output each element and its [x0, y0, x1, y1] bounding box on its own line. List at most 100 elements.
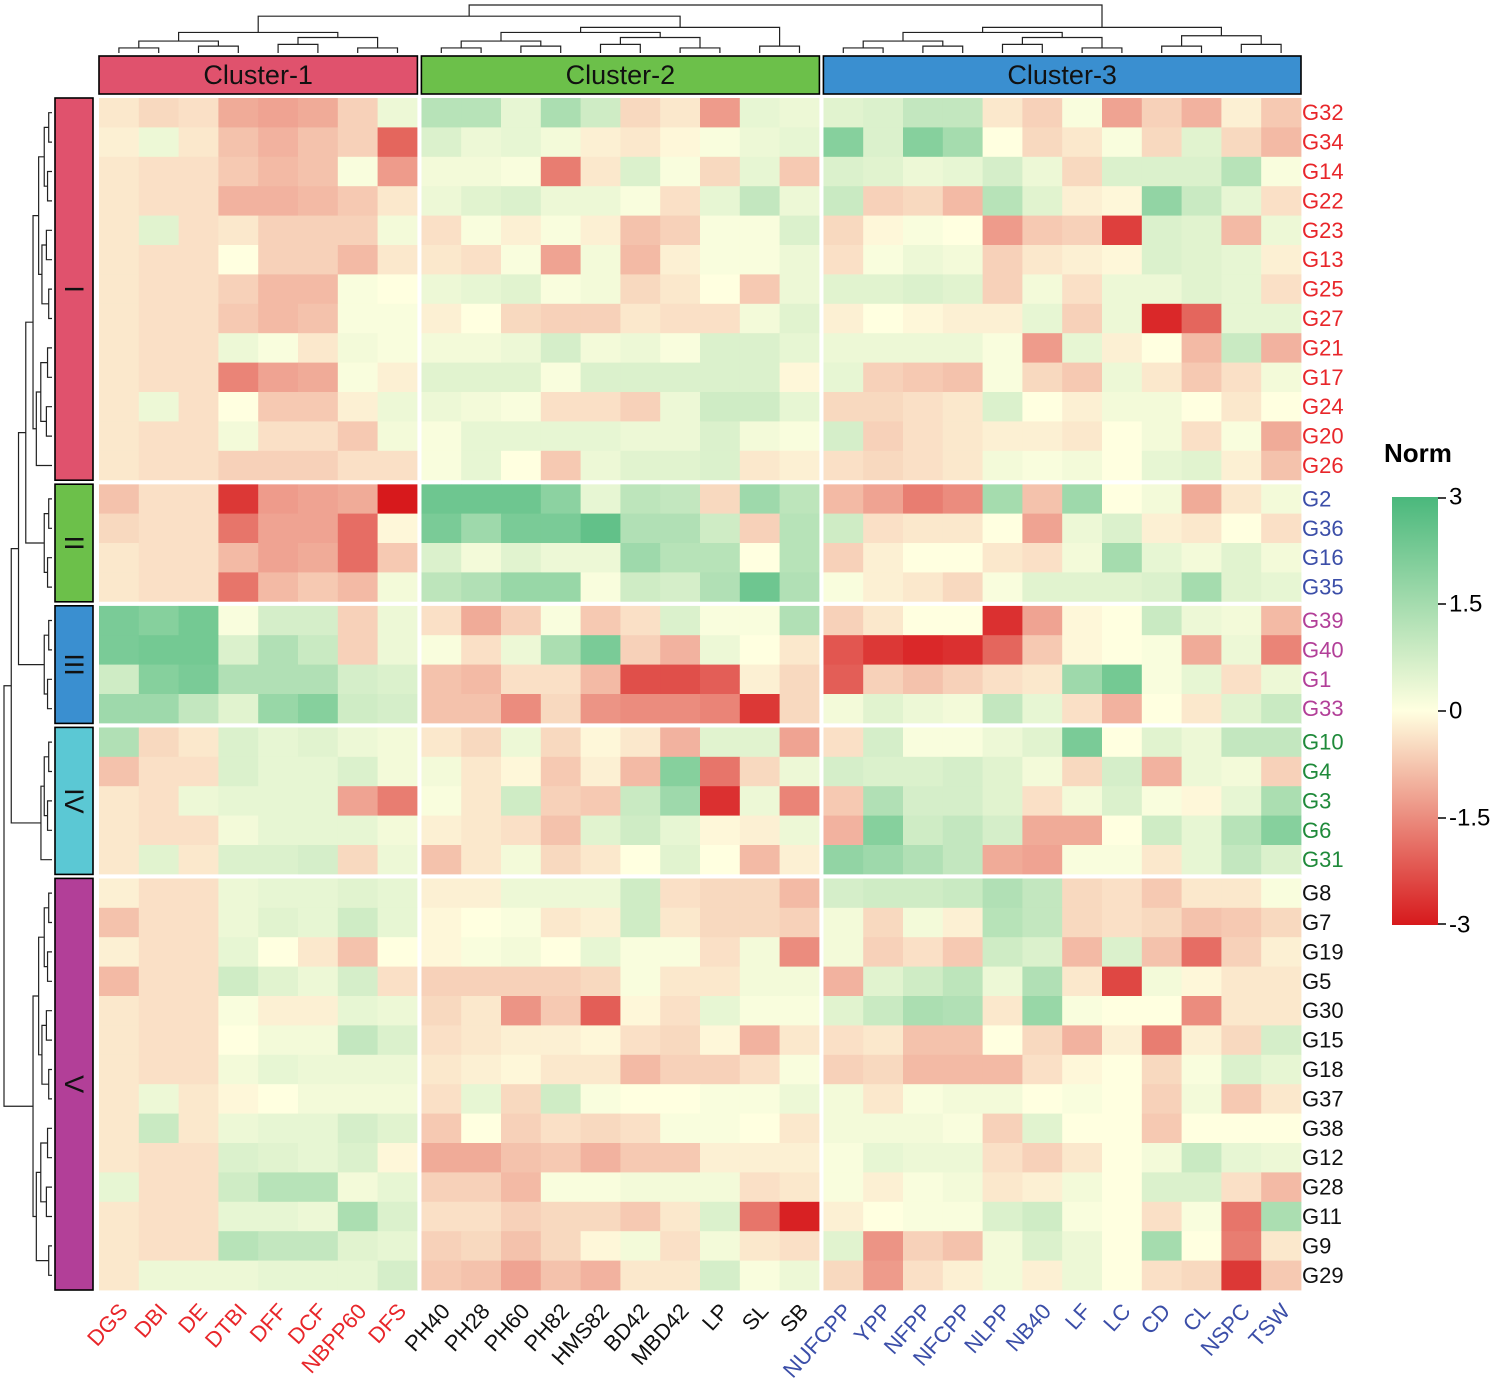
heatmap-cell — [421, 303, 462, 334]
heatmap-cell — [377, 786, 418, 816]
heatmap-cell — [739, 1113, 780, 1144]
heatmap-cell — [1062, 1172, 1103, 1203]
heatmap-cell — [903, 937, 944, 967]
heatmap-cell — [982, 1201, 1023, 1232]
heatmap-cell — [258, 1172, 299, 1203]
heatmap-cell — [421, 664, 462, 695]
heatmap-cell — [540, 421, 581, 452]
heatmap-cell — [298, 1231, 339, 1261]
heatmap-cell — [1181, 484, 1222, 514]
heatmap-cell — [982, 274, 1023, 305]
heatmap-cell — [620, 1172, 661, 1203]
heatmap-cell — [1022, 635, 1063, 665]
heatmap-cell — [620, 1201, 661, 1232]
heatmap-cell — [1221, 1172, 1262, 1203]
heatmap-cell — [1141, 127, 1182, 158]
heatmap-cell — [1221, 362, 1262, 393]
heatmap-cell — [99, 303, 140, 334]
heatmap-cell — [258, 1260, 299, 1291]
heatmap-cell — [1102, 156, 1143, 187]
row-label: G5 — [1302, 969, 1331, 994]
heatmap-cell — [1102, 937, 1143, 967]
heatmap-cell — [1221, 845, 1262, 875]
heatmap-cell — [1261, 907, 1302, 938]
heatmap-cell — [1221, 605, 1262, 636]
heatmap-cell — [99, 694, 140, 724]
heatmap-cell — [540, 572, 581, 603]
column-label: DGS — [82, 1299, 132, 1351]
legend-colorbar — [1392, 497, 1438, 925]
heatmap-cell — [1261, 543, 1302, 573]
heatmap-cell — [1261, 996, 1302, 1026]
heatmap-cell — [1261, 878, 1302, 909]
heatmap-cell — [823, 727, 864, 758]
heatmap-cell — [337, 303, 378, 334]
heatmap-cell — [903, 605, 944, 636]
heatmap-cell — [377, 450, 418, 481]
heatmap-cell — [138, 421, 179, 452]
dendrogram-branch — [45, 406, 52, 437]
heatmap-cell — [377, 605, 418, 636]
heatmap-cell — [337, 98, 378, 128]
heatmap-cell — [1102, 127, 1143, 158]
heatmap-cell — [580, 215, 621, 246]
dendrogram-branch — [257, 15, 681, 33]
heatmap-cell — [863, 484, 904, 514]
heatmap-cell — [700, 815, 741, 846]
heatmap-cell — [461, 996, 502, 1026]
heatmap-cell — [421, 756, 462, 787]
heatmap-cell — [1181, 274, 1222, 305]
heatmap-cell — [540, 186, 581, 216]
heatmap-cell — [377, 1172, 418, 1203]
heatmap-cell — [99, 1201, 140, 1232]
heatmap-cell — [700, 1143, 741, 1173]
heatmap-cell — [298, 333, 339, 363]
heatmap-cell — [942, 966, 983, 997]
heatmap-cell — [1181, 1260, 1222, 1291]
heatmap-cell — [779, 156, 820, 187]
heatmap-cell — [982, 664, 1023, 695]
heatmap-cell — [1062, 1025, 1103, 1056]
heatmap-cell — [660, 1231, 701, 1261]
heatmap-cell — [823, 815, 864, 846]
heatmap-cell — [1181, 1172, 1222, 1203]
heatmap-cell — [660, 1201, 701, 1232]
heatmap-cell — [1062, 450, 1103, 481]
heatmap-cell — [1261, 1143, 1302, 1173]
heatmap-cell — [540, 727, 581, 758]
heatmap-cell — [461, 98, 502, 128]
heatmap-cell — [258, 756, 299, 787]
row-cluster-label: V — [59, 1075, 89, 1093]
heatmap-cell — [421, 845, 462, 875]
heatmap-cell — [461, 1260, 502, 1291]
cluster-separators — [99, 98, 1301, 1290]
heatmap-cell — [1221, 127, 1262, 158]
heatmap-cell — [1261, 694, 1302, 724]
heatmap-cell — [1062, 303, 1103, 334]
heatmap-cell — [1181, 1113, 1222, 1144]
heatmap-cell — [421, 1025, 462, 1056]
heatmap-cell — [942, 1054, 983, 1085]
heatmap-cell — [99, 996, 140, 1026]
row-label: G34 — [1302, 130, 1344, 155]
row-label: G6 — [1302, 818, 1331, 843]
dendrogram-branch — [118, 47, 160, 53]
heatmap-cell — [1181, 333, 1222, 363]
heatmap-cell — [982, 333, 1023, 363]
heatmap-cell — [903, 362, 944, 393]
heatmap-cell — [1181, 186, 1222, 216]
heatmap-cell — [1181, 907, 1222, 938]
heatmap-cell — [779, 127, 820, 158]
heatmap-cell — [1141, 333, 1182, 363]
heatmap-cell — [942, 333, 983, 363]
heatmap-cell — [982, 572, 1023, 603]
heatmap-cell — [218, 996, 259, 1026]
heatmap-cell — [178, 878, 219, 909]
heatmap-cell — [942, 664, 983, 695]
heatmap-cell — [1022, 450, 1063, 481]
heatmap-cell — [258, 907, 299, 938]
row-label: G19 — [1302, 939, 1344, 964]
heatmap-cell — [99, 605, 140, 636]
heatmap-cell — [138, 966, 179, 997]
heatmap-cell — [1022, 1172, 1063, 1203]
